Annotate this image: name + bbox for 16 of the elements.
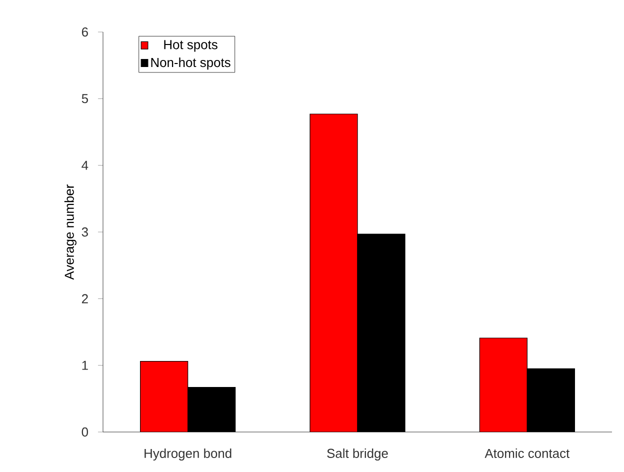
- x-tick-label: Atomic contact: [484, 448, 570, 458]
- bar: [310, 114, 358, 432]
- y-tick-label: 1: [82, 360, 88, 370]
- y-tick-label: 0: [82, 427, 88, 437]
- y-tick-label: 4: [82, 160, 88, 170]
- y-tick-label: 6: [82, 27, 88, 37]
- y-axis-title: Average number: [64, 184, 76, 280]
- x-tick-label: Salt bridge: [327, 448, 388, 461]
- bar: [140, 361, 188, 432]
- x-tick-label: Hydrogen bond: [144, 448, 232, 461]
- y-tick-label: 2: [82, 294, 88, 304]
- y-tick-label: 5: [82, 94, 88, 104]
- legend-label: Hot spots: [164, 40, 218, 52]
- legend-label: Non-hot spots: [151, 58, 230, 70]
- bar: [479, 338, 528, 432]
- y-tick-label: 3: [82, 227, 88, 237]
